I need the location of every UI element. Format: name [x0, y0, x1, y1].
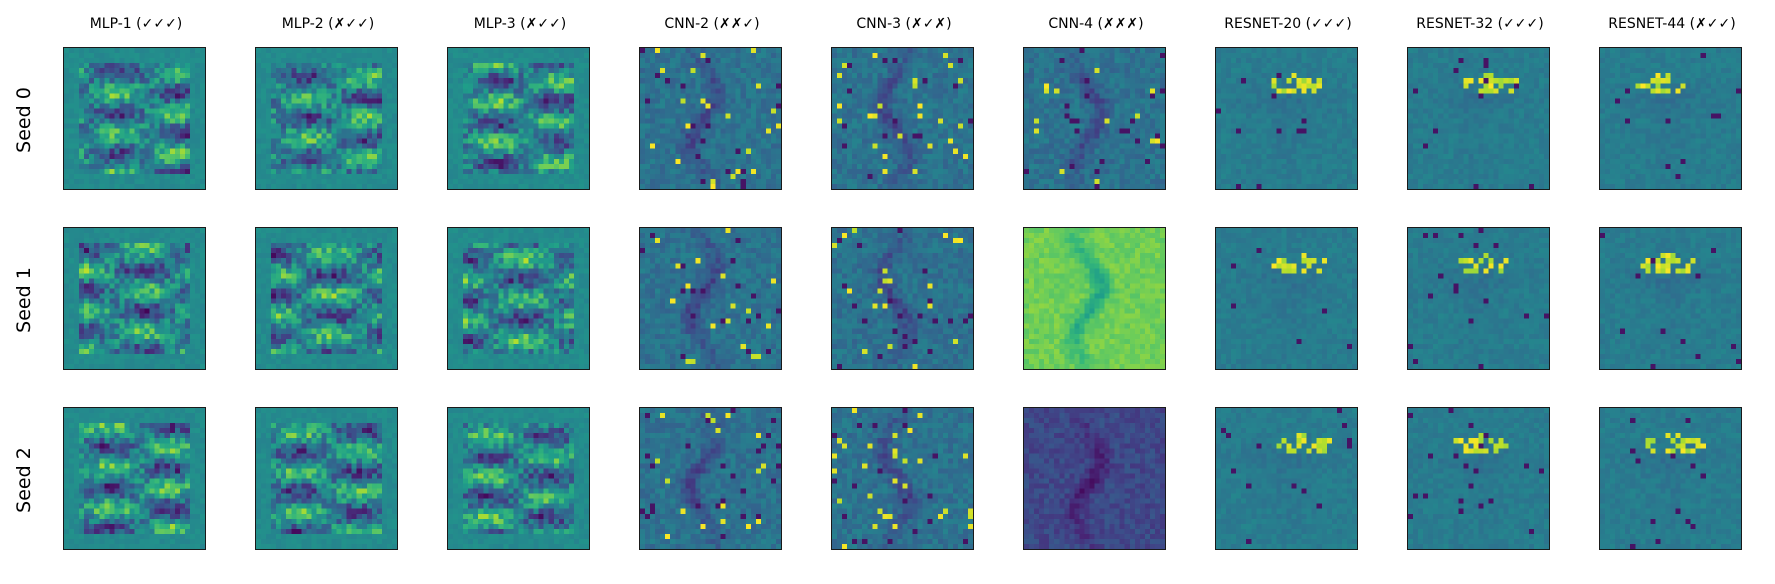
heatmap-image [1600, 48, 1741, 189]
heatmap-panel [1407, 227, 1550, 370]
heatmap-panel [1407, 407, 1550, 550]
heatmap-image [1216, 408, 1357, 549]
heatmap-panel [447, 407, 590, 550]
column-title-mlp-2: MLP-2 (✗✓✓) [281, 16, 375, 32]
heatmap-panel [639, 47, 782, 190]
heatmap-image [1408, 408, 1549, 549]
heatmap-panel [1215, 407, 1358, 550]
heatmap-panel [1023, 47, 1166, 190]
column-title-resnet-32: RESNET-32 (✓✓✓) [1416, 16, 1544, 32]
heatmap-image [1024, 408, 1165, 549]
heatmap-panel [447, 227, 590, 370]
heatmap-panel [1599, 407, 1742, 550]
heatmap-panel [1215, 47, 1358, 190]
heatmap-image [64, 48, 205, 189]
heatmap-panel [447, 47, 590, 190]
heatmap-image [832, 48, 973, 189]
heatmap-panel [63, 227, 206, 370]
heatmap-panel [255, 47, 398, 190]
heatmap-image [832, 228, 973, 369]
heatmap-image [1216, 48, 1357, 189]
heatmap-image [256, 48, 397, 189]
heatmap-panel [1599, 227, 1742, 370]
heatmap-image [1408, 228, 1549, 369]
heatmap-panel [1599, 47, 1742, 190]
heatmap-image [1216, 228, 1357, 369]
heatmap-image [256, 228, 397, 369]
heatmap-image [448, 408, 589, 549]
column-title-mlp-3: MLP-3 (✗✓✓) [473, 16, 567, 32]
column-title-resnet-44: RESNET-44 (✗✓✓) [1608, 16, 1736, 32]
heatmap-image [448, 48, 589, 189]
column-title-mlp-1: MLP-1 (✓✓✓) [89, 16, 183, 32]
heatmap-panel [639, 227, 782, 370]
heatmap-image [64, 408, 205, 549]
column-title-resnet-20: RESNET-20 (✓✓✓) [1224, 16, 1352, 32]
heatmap-image [256, 408, 397, 549]
heatmap-image [1024, 228, 1165, 369]
heatmap-image [640, 408, 781, 549]
heatmap-panel [831, 407, 974, 550]
heatmap-panel [1407, 47, 1550, 190]
heatmap-panel [639, 407, 782, 550]
heatmap-image [640, 48, 781, 189]
row-label-seed-0: Seed 0 [13, 86, 36, 153]
heatmap-panel [1215, 227, 1358, 370]
heatmap-panel [831, 227, 974, 370]
heatmap-panel [255, 407, 398, 550]
column-title-cnn-4: CNN-4 (✗✗✗) [1048, 16, 1144, 32]
heatmap-image [832, 408, 973, 549]
column-title-cnn-2: CNN-2 (✗✗✓) [664, 16, 760, 32]
heatmap-panel [63, 407, 206, 550]
heatmap-image [1600, 408, 1741, 549]
heatmap-panel [63, 47, 206, 190]
heatmap-image [1600, 228, 1741, 369]
heatmap-image [64, 228, 205, 369]
heatmap-image [1408, 48, 1549, 189]
column-title-cnn-3: CNN-3 (✗✓✗) [856, 16, 952, 32]
row-label-seed-1: Seed 1 [13, 266, 36, 333]
heatmap-image [1024, 48, 1165, 189]
heatmap-panel [255, 227, 398, 370]
heatmap-image [640, 228, 781, 369]
heatmap-image [448, 228, 589, 369]
heatmap-panel [1023, 407, 1166, 550]
row-label-seed-2: Seed 2 [13, 446, 36, 513]
heatmap-panel [1023, 227, 1166, 370]
heatmap-panel [831, 47, 974, 190]
